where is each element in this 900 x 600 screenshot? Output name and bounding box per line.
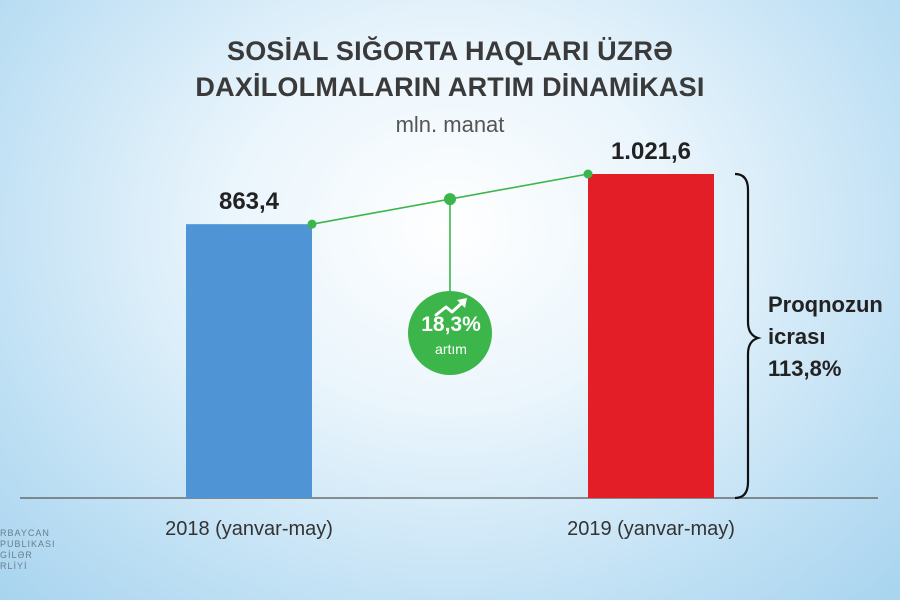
growth-value: 18,3%	[421, 313, 481, 336]
category-label-2019: 2019 (yanvar-may)	[567, 518, 735, 540]
chart-title-line1: SOSİAL SIĞORTA HAQLARI ÜZRƏ	[226, 36, 673, 66]
forecast-percent: 113,8%	[768, 356, 842, 381]
forecast-label-line2: icrası	[768, 324, 826, 349]
chart-subtitle: mln. manat	[395, 112, 505, 137]
growth-badge	[408, 291, 492, 375]
category-label-2018: 2018 (yanvar-may)	[165, 518, 333, 540]
bar-2019	[588, 174, 714, 498]
trend-point-end	[583, 169, 593, 179]
forecast-label-line1: Proqnozun	[768, 292, 883, 317]
logo-text: RBAYCAN PUBLIKASI GİLƏR RLİYİ	[0, 528, 56, 571]
forecast-bracket	[734, 172, 762, 500]
trend-up-arrow-icon	[434, 298, 467, 317]
data-label-2019: 1.021,6	[610, 138, 692, 165]
growth-label: artım	[435, 341, 467, 357]
trend-point-start	[307, 219, 317, 229]
chart-title-line2: DAXİLOLMALARIN ARTIM DİNAMİKASI	[195, 72, 705, 102]
data-label-2018: 863,4	[218, 188, 280, 216]
bar-2018	[186, 224, 312, 498]
